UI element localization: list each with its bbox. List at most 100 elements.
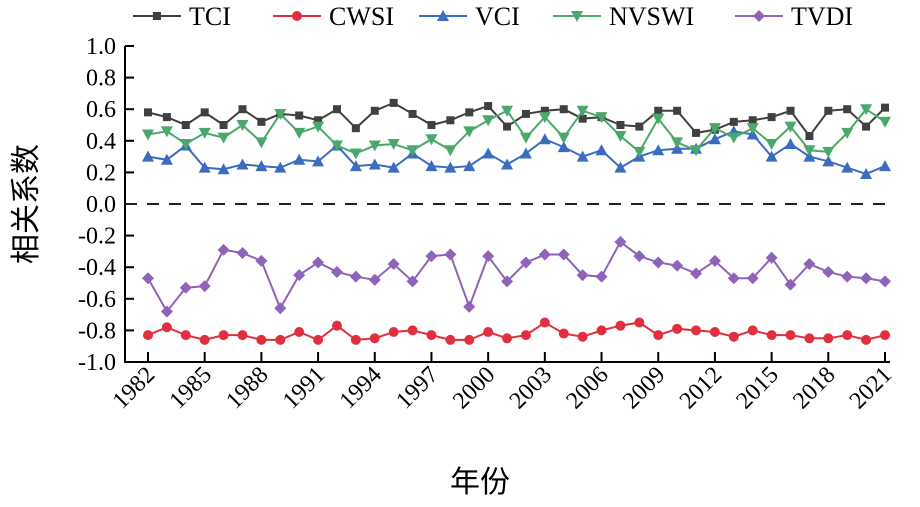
data-point [785, 330, 796, 341]
data-point [427, 121, 436, 129]
data-point [255, 137, 268, 149]
data-point [595, 144, 608, 156]
data-point [388, 326, 399, 337]
x-tick-label: 2021 [845, 362, 897, 414]
data-point [503, 122, 512, 131]
x-tick-label: 1991 [278, 362, 330, 414]
data-point [538, 133, 551, 145]
data-point [349, 160, 362, 172]
data-point [860, 104, 873, 116]
data-point [729, 117, 738, 126]
legend-marker [571, 11, 583, 22]
data-point [616, 121, 625, 129]
legend-label: NVSWI [609, 2, 694, 31]
data-point [614, 161, 627, 173]
y-tick-label: 1.0 [86, 34, 116, 60]
data-point [255, 160, 268, 172]
x-tick-label: 1988 [221, 362, 273, 414]
data-point [161, 322, 172, 333]
data-point [217, 243, 230, 256]
data-point [219, 121, 228, 129]
data-point [313, 334, 324, 345]
data-point [519, 147, 532, 159]
y-tick-label: -0.4 [78, 255, 116, 281]
data-point [578, 114, 587, 123]
data-point [576, 269, 589, 282]
data-point [879, 275, 891, 288]
data-point [672, 323, 683, 334]
series-line-nvswi [147, 107, 886, 155]
data-point [539, 317, 550, 328]
legend-label: CWSI [329, 2, 394, 31]
data-point [387, 258, 400, 271]
data-point [520, 330, 531, 341]
data-point [634, 317, 645, 328]
data-point [179, 281, 192, 294]
data-point [387, 138, 400, 150]
data-point [180, 330, 191, 341]
legend-marker [292, 11, 302, 21]
data-point [142, 150, 154, 162]
data-point [238, 105, 247, 114]
data-point [823, 333, 834, 344]
legend-label: TVDI [791, 2, 853, 31]
legend-label: VCI [475, 2, 520, 31]
data-point [312, 155, 325, 167]
data-point [746, 272, 759, 285]
data-point [406, 145, 419, 157]
data-point [217, 163, 230, 175]
y-tick-label: 0.4 [86, 129, 116, 155]
data-point [615, 320, 626, 331]
data-point [746, 123, 759, 135]
data-point [784, 137, 797, 149]
legend-marker [753, 10, 765, 22]
data-point [671, 259, 684, 272]
data-point [162, 113, 171, 122]
data-point [708, 123, 721, 135]
data-point [708, 254, 721, 267]
data-point [236, 120, 249, 131]
data-point [633, 146, 646, 158]
data-point [879, 160, 891, 172]
data-point [501, 275, 514, 288]
data-point [841, 270, 854, 283]
data-point [160, 126, 173, 138]
data-point [142, 272, 154, 285]
data-point [690, 145, 703, 157]
data-point [766, 330, 777, 341]
data-point [861, 334, 872, 345]
data-point [805, 132, 814, 141]
data-point [444, 161, 457, 173]
y-tick-label: -1.0 [78, 350, 116, 376]
data-point [350, 334, 361, 345]
data-point [633, 250, 646, 263]
data-point [728, 331, 739, 342]
y-tick-label: -0.8 [78, 318, 116, 344]
data-point [369, 333, 380, 344]
data-point [804, 333, 815, 344]
data-point [843, 105, 852, 114]
data-point [198, 127, 211, 139]
data-point [708, 133, 721, 145]
data-point [387, 161, 400, 173]
data-point [274, 302, 287, 315]
data-point [408, 109, 417, 118]
data-point [614, 235, 627, 248]
data-point [330, 140, 343, 152]
data-point [426, 330, 437, 341]
data-point [425, 250, 438, 263]
data-point [312, 256, 325, 269]
data-point [822, 146, 835, 158]
data-point [275, 334, 286, 345]
data-point [879, 116, 891, 128]
data-point [236, 246, 249, 259]
data-point [218, 330, 229, 341]
data-point [144, 108, 152, 117]
series-line-tvdi [147, 240, 886, 314]
data-point [160, 305, 173, 318]
data-point [577, 331, 588, 342]
data-point [501, 105, 514, 117]
series-nvswi [142, 104, 891, 160]
series-tci [144, 98, 889, 141]
